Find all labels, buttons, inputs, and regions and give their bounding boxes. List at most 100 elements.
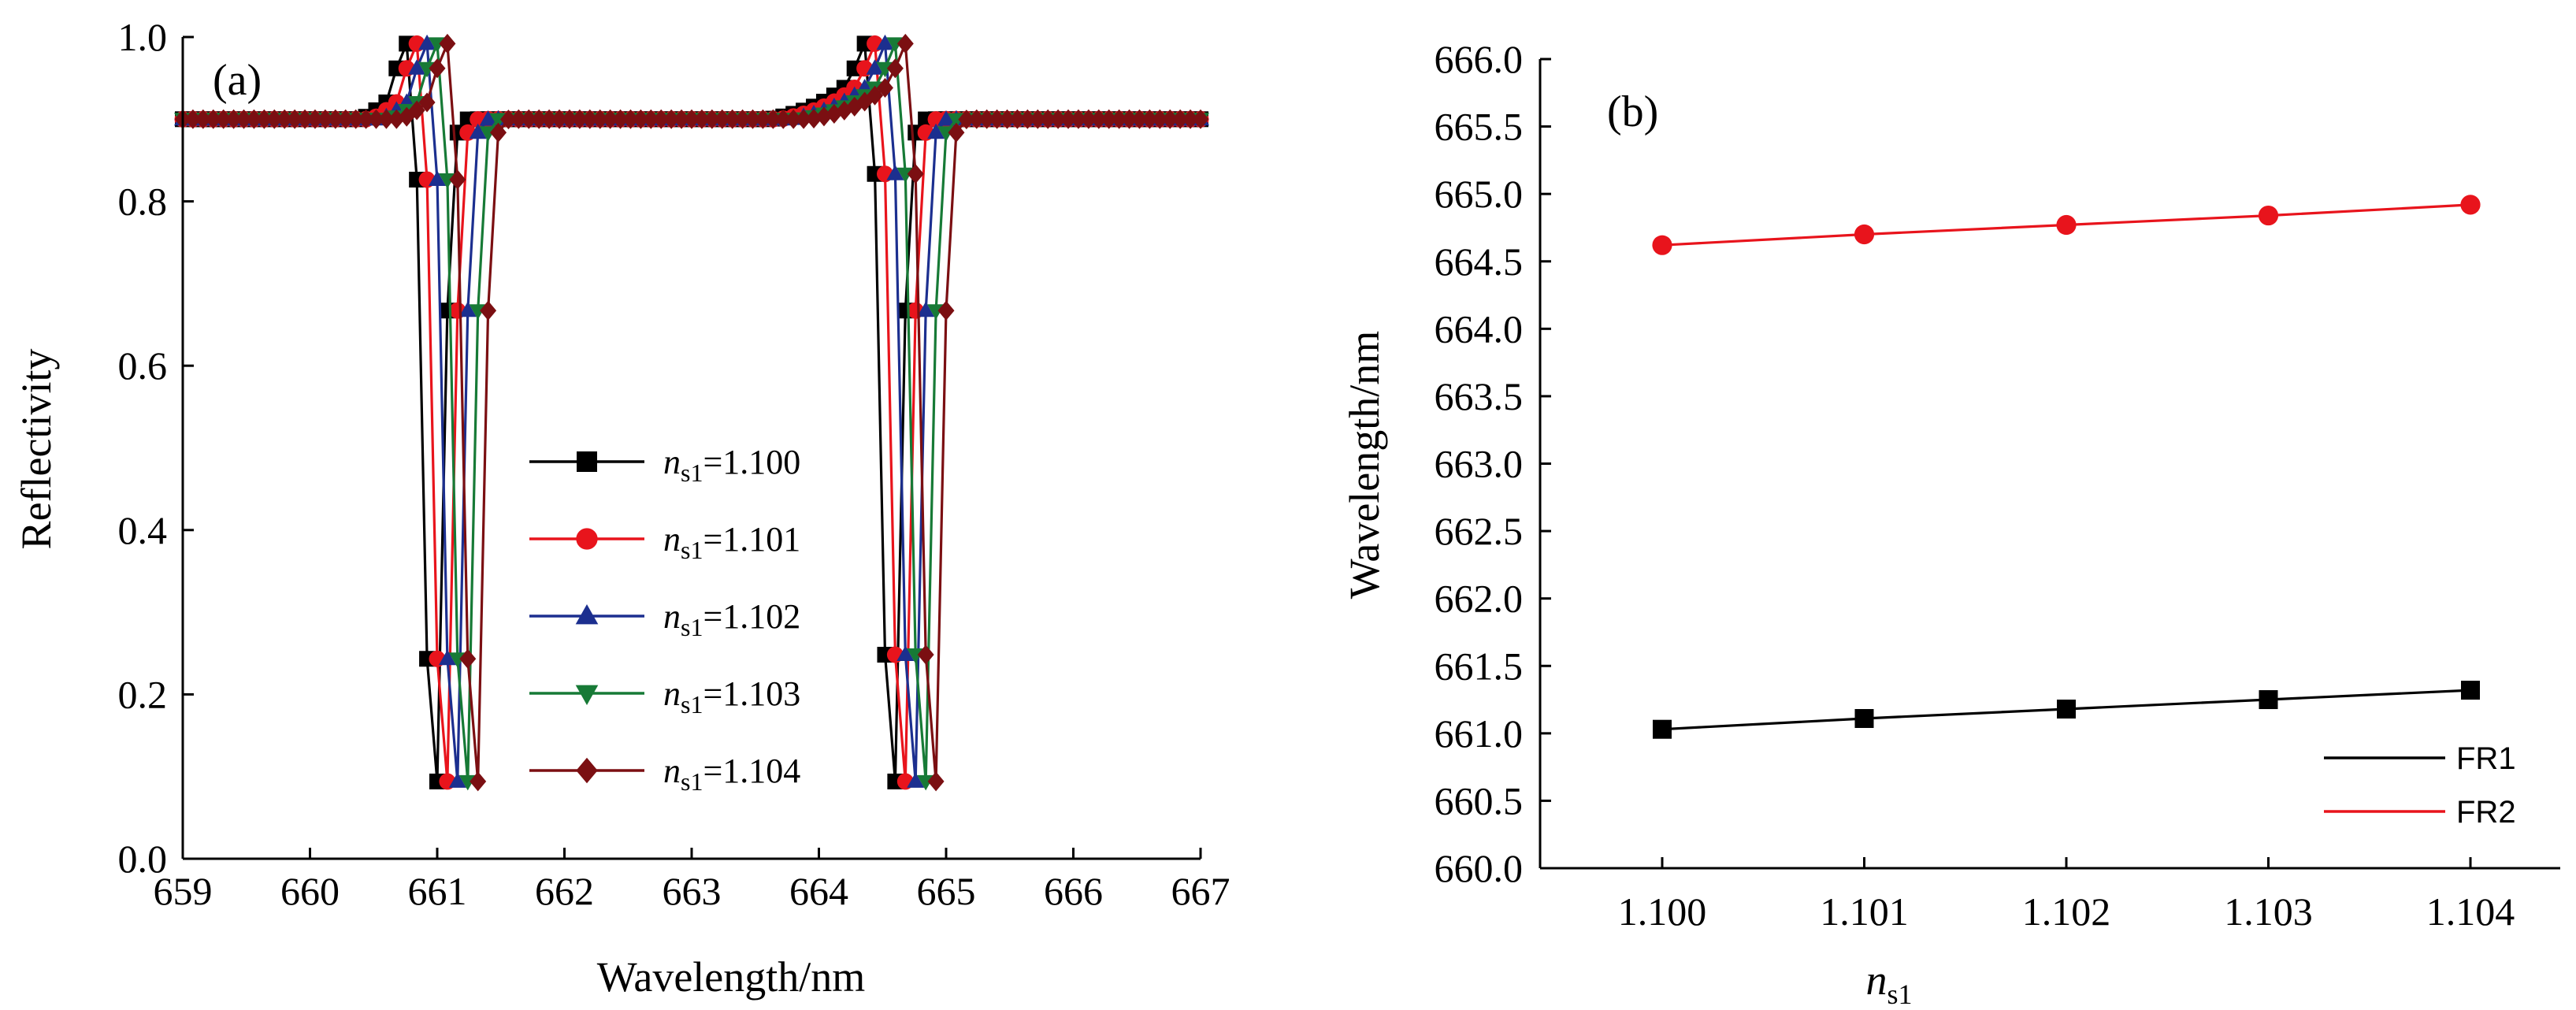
panel-a-data-point [317,109,334,129]
panel-a-data-point [774,109,792,129]
panel-b-y-tick-label: 665.0 [1435,172,1524,216]
panel-a-y-tick-label: 0.4 [118,508,168,552]
panel-a-series-line [183,43,1201,782]
panel-b-data-point [1653,719,1672,739]
panel-a-label: (a) [213,56,262,105]
panel-a-data-point [968,109,985,129]
panel-a-data-point [367,109,384,129]
panel-a-data-point [683,109,700,129]
panel-a-data-point [480,300,497,321]
panel-a-legend-label: ns1=1.101 [663,520,800,564]
panel-a-x-axis-title: Wavelength/nm [597,953,866,1001]
panel-a-legend-label-value: =1.102 [703,597,800,636]
panel-a-data-point [377,109,395,129]
panel-a-data-point [520,109,537,129]
panel-a-data-point [754,109,771,129]
panel-a-data-point [744,109,762,129]
panel-a-data-point [886,58,904,79]
panel-a-data-point [276,109,293,129]
panel-b-data-point [2057,700,2076,719]
panel-a-data-point [907,164,924,184]
panel-a-data-point [458,301,477,317]
panel-a-data-point [327,109,344,129]
panel-a-data-point [642,109,659,129]
panel-a-data-point [999,109,1016,129]
panel-a-data-point [734,109,752,129]
panel-a-data-point [418,92,436,113]
panel-a-data-point [876,77,893,98]
panel-a-data-point [255,109,273,129]
panel-a-legend-label-subscript: s1 [681,536,703,564]
panel-a-data-point [215,109,232,129]
panel-b-y-tick-label: 661.0 [1435,711,1524,756]
panel-a-data-point [1171,109,1189,129]
panel-a-data-point [408,59,426,75]
panel-b-data-point [2461,681,2480,700]
panel-a-data-point [499,110,517,130]
panel-a-data-point [917,644,934,665]
panel-b-y-tick-label: 663.0 [1435,442,1524,486]
panel-b-x-tick-label: 1.104 [2426,889,2515,934]
panel-a-x-tick-label: 661 [408,869,467,913]
panel-b-y-tick-label: 660.5 [1435,778,1524,822]
panel-a-legend-label-subscript: s1 [681,613,703,641]
panel-a-data-point [927,123,945,139]
panel-a-data-point [1070,109,1087,129]
panel-a-legend-label-main: n [663,443,681,481]
panel-b-data-point [2056,214,2077,236]
panel-a-data-point [622,109,639,129]
panel-a-data-point [907,772,925,788]
panel-a-data-point [561,109,578,129]
panel-a-x-tick-label: 660 [280,869,340,913]
panel-a-legend-label-main: n [663,752,681,790]
panel-b-legend-label: FR2 [2456,795,2516,830]
panel-a-data-point [612,109,629,129]
panel-a-series-line [183,43,1201,782]
panel-a-data-point [530,109,547,129]
panel-a-data-point [1130,109,1148,129]
panel-a-data-point [429,58,446,79]
panel-a-data-point [602,109,619,129]
panel-a-data-point [1182,109,1199,129]
panel-a-data-point [347,109,365,129]
panel-a-x-tick-label: 659 [154,869,213,913]
panel-a-data-point [1121,109,1138,129]
panel-b-data-point [1854,224,1875,245]
panel-a-data-point [470,771,487,792]
panel-a-data-point [306,109,324,129]
panel-b-x-tick-label: 1.103 [2224,889,2313,934]
panel-a-data-point [286,109,303,129]
panel-a-data-point [1101,109,1118,129]
panel-b-x-axis-title-main: n [1865,956,1887,1004]
panel-a-data-point [571,109,588,129]
panel-a-data-point [1060,109,1077,129]
panel-b-data-point [2258,205,2279,226]
panel-a-data-point [652,109,670,129]
panel-a-data-point [551,109,568,129]
panel-a-data-point [867,85,884,106]
panel-b-label: (b) [1607,87,1658,136]
panel-a-data-point [989,109,1006,129]
panel-a-data-point [184,109,202,129]
panel-b-y-tick-label: 662.5 [1435,509,1524,553]
panel-a-data-point [866,59,884,75]
panel-b-data-point [2460,195,2481,215]
panel-a-data-point [632,109,649,129]
panel-a-y-axis-title: Reflectivity [13,349,60,550]
panel-a-data-point [429,170,446,186]
panel-b-x-tick-label: 1.101 [1820,889,1909,934]
panel-a-data-point [195,109,212,129]
panel-a-data-point [1161,109,1179,129]
panel-a-y-tick-label: 0.8 [118,180,168,224]
panel-a-data-point [703,109,721,129]
panel-a-data-point [1049,109,1067,129]
panel-a-data-point [337,109,354,129]
panel-a-data-point [1019,109,1036,129]
panel-a-x-tick-label: 667 [1171,869,1230,913]
panel-a-data-point [673,109,690,129]
panel-a-legend-marker [575,685,599,705]
panel-a-data-point [510,109,527,129]
panel-a-chart: ns1=1.100ns1=1.101ns1=1.102ns1=1.103ns1=… [13,15,1230,1001]
panel-a-data-point [1080,109,1097,129]
